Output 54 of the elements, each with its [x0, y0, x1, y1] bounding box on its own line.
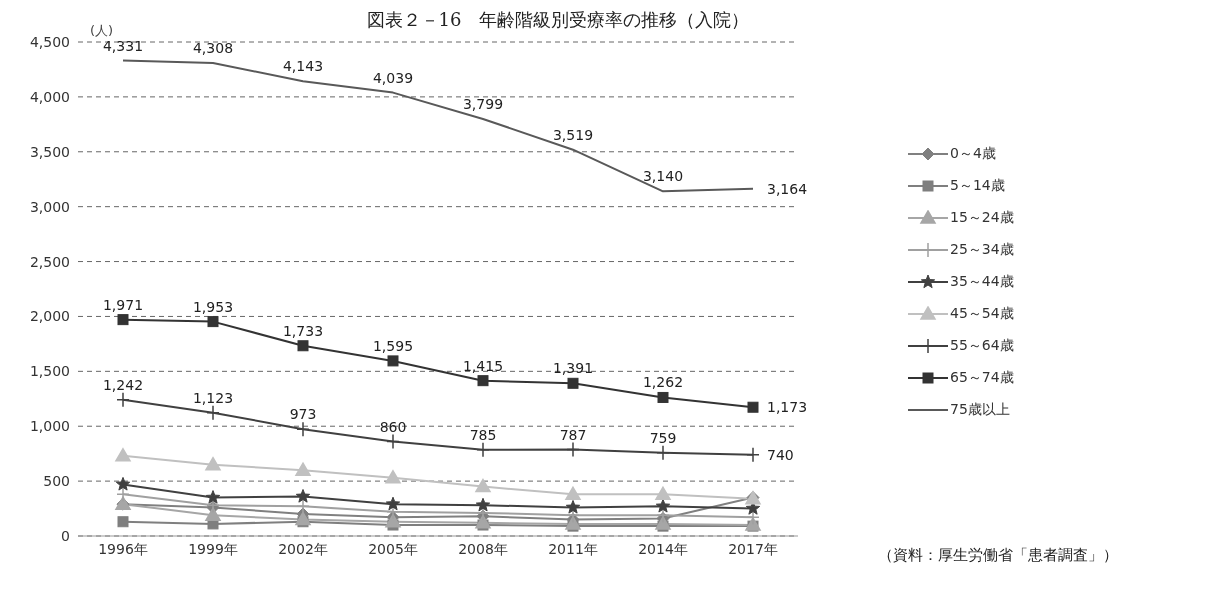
legend-label: 45～54歳 — [950, 305, 1014, 323]
data-label: 759 — [649, 429, 677, 446]
legend-label: 15～24歳 — [950, 209, 1014, 227]
data-label: 787 — [559, 426, 587, 443]
legend-label: 0～4歳 — [950, 145, 996, 163]
legend-label: 35～44歳 — [950, 273, 1014, 291]
data-label: 4,143 — [282, 58, 324, 75]
data-label: 973 — [289, 406, 317, 423]
data-label: 3,164 — [767, 180, 808, 197]
x-tick-label: 1996年 — [98, 540, 148, 557]
legend-label: 65～74歳 — [950, 369, 1014, 387]
data-label: 1,242 — [102, 376, 144, 393]
x-tick-label: 1999年 — [188, 540, 238, 557]
data-label: 1,971 — [102, 296, 144, 313]
data-label: 4,039 — [372, 69, 414, 86]
y-tick-label: 1,000 — [29, 418, 70, 435]
text: （資料：厚生労働省「患者調査」） — [878, 546, 1118, 565]
y-tick-label: 1,500 — [29, 363, 70, 380]
data-label: 1,595 — [372, 337, 414, 354]
x-tick-label: 2005年 — [368, 540, 418, 557]
data-label: 3,799 — [462, 95, 504, 112]
data-label: 785 — [469, 426, 497, 443]
legend-label: 25～34歳 — [950, 241, 1014, 259]
legend-label: 75歳以上 — [950, 401, 1010, 419]
y-tick-label: 4,000 — [29, 88, 70, 105]
x-tick-label: 2017年 — [728, 540, 778, 557]
x-tick-label: 2002年 — [278, 540, 328, 557]
legend-label: 55～64歳 — [950, 337, 1014, 355]
data-label: 4,308 — [192, 40, 234, 57]
y-tick-label: 3,500 — [29, 143, 70, 160]
y-tick-label: 3,000 — [29, 198, 70, 215]
y-tick-label: 500 — [43, 473, 70, 490]
y-tick-label: 0 — [61, 527, 70, 544]
data-label: 1,262 — [642, 374, 684, 391]
x-tick-label: 2008年 — [458, 540, 508, 557]
data-label: 1,415 — [462, 357, 504, 374]
y-axis-title: (人) — [90, 22, 114, 40]
data-label: 1,733 — [282, 322, 324, 339]
data-label: 3,519 — [552, 126, 594, 143]
data-label: 4,331 — [102, 37, 144, 54]
y-tick-label: 4,500 — [29, 33, 70, 50]
y-tick-label: 2,000 — [29, 308, 70, 325]
x-tick-label: 2011年 — [548, 540, 598, 557]
data-label: 740 — [767, 446, 794, 463]
data-label: 1,123 — [192, 389, 234, 406]
data-label: 3,140 — [642, 168, 684, 185]
x-tick-label: 2014年 — [638, 540, 688, 557]
data-label: 1,173 — [767, 399, 808, 416]
data-label: 860 — [379, 418, 407, 435]
legend-label: 5～14歳 — [950, 177, 1005, 195]
y-tick-label: 2,500 — [29, 253, 70, 270]
data-label: 1,953 — [192, 298, 234, 315]
data-label: 1,391 — [552, 360, 594, 377]
chart-title: 図表２－16 年齢階級別受療率の推移（入院） — [366, 9, 750, 30]
